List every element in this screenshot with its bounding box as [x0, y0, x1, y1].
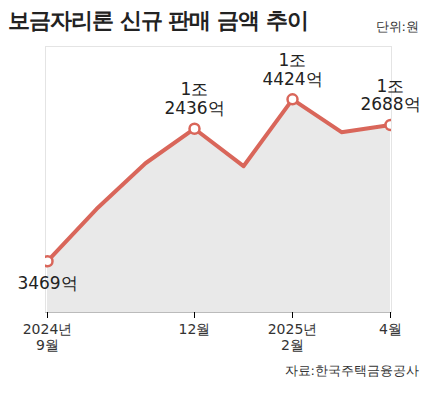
- svg-text:4월: 4월: [379, 321, 402, 337]
- svg-text:2024년9월: 2024년9월: [23, 321, 73, 353]
- svg-text:1조2436억: 1조2436억: [164, 79, 224, 118]
- html-text:자료:한국주택금융공사: 자료:한국주택금융공사: [284, 363, 419, 378]
- html-text:단위:원: 단위:원: [375, 19, 419, 34]
- svg-text:12월: 12월: [179, 321, 211, 337]
- svg-text:2025년2월: 2025년2월: [268, 321, 318, 353]
- svg-text:1조4424억: 1조4424억: [262, 50, 322, 89]
- html-text:보금자리론 신규 판매 금액 추이: 보금자리론 신규 판매 금액 추이: [8, 8, 308, 33]
- svg-text:3469억: 3469억: [17, 273, 77, 293]
- svg-text:1조2688억: 1조2688억: [360, 76, 420, 115]
